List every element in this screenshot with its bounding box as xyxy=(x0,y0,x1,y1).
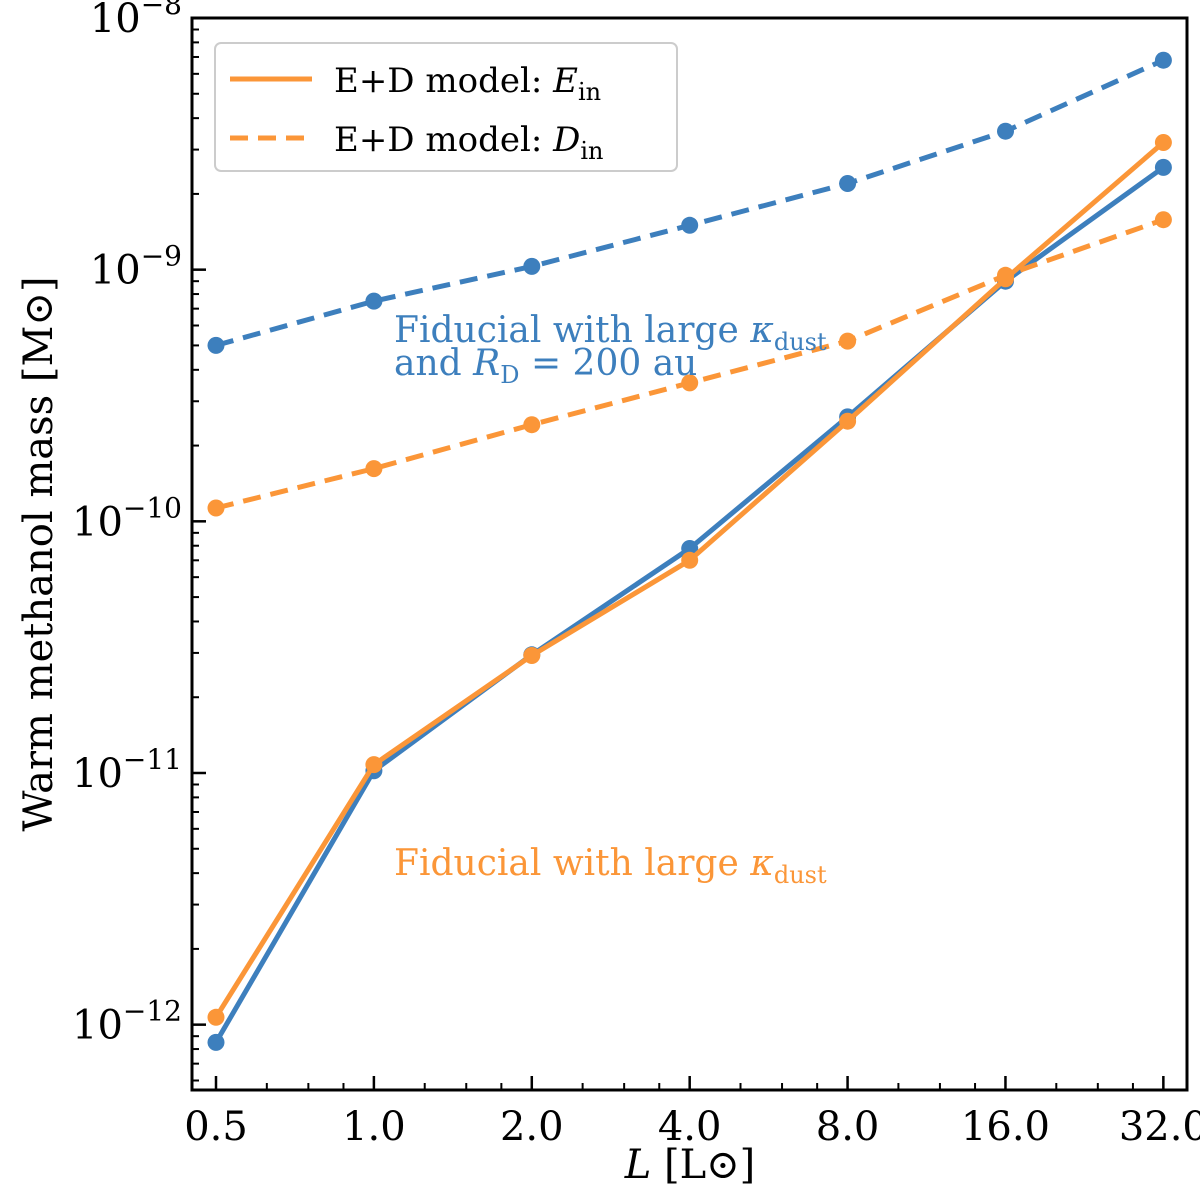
series-2-point-4 xyxy=(839,175,857,192)
series-2-point-2 xyxy=(523,257,541,275)
series-1-point-2 xyxy=(523,647,541,664)
x-ticks: 0.5 1.0 2.0 4.0 8.0 16.0 32.0 xyxy=(184,1076,1200,1150)
y-tick-label-0: 10−12 xyxy=(72,995,182,1049)
annotation-orange-line1: Fiducial with large κdust xyxy=(394,843,827,889)
series-3-point-3 xyxy=(681,374,699,392)
y-axis-label: Warm methanol mass [M⊙] xyxy=(16,276,62,831)
series-1-point-0 xyxy=(207,1008,225,1026)
series-2-point-3 xyxy=(681,216,699,234)
y-tick-label-1: 10−11 xyxy=(72,743,182,797)
series-2-point-5 xyxy=(997,122,1014,140)
series-3-point-1 xyxy=(365,460,383,478)
y-tick-label-2: 10−10 xyxy=(72,491,182,545)
annotation-blue-line1: Fiducial with large κdust xyxy=(394,310,827,356)
series-1-point-1 xyxy=(365,756,383,774)
series-1-line xyxy=(213,140,1166,1019)
annotation-orange: Fiducial with large κdust xyxy=(394,843,827,889)
series-0-line xyxy=(213,165,1165,1044)
x-tick-label-1: 1.0 xyxy=(342,1104,406,1150)
series-2-point-1 xyxy=(365,292,383,310)
legend: E+D model: Ein E+D model: Din xyxy=(214,42,678,172)
series-3-point-0 xyxy=(207,499,225,517)
y-tick-label-3: 10−9 xyxy=(90,240,182,294)
series-0-point-3 xyxy=(681,540,699,557)
annotation-blue: Fiducial with large κdust and RD = 200 a… xyxy=(394,310,827,389)
series-1-point-3 xyxy=(681,551,699,569)
series-1-point-6 xyxy=(1154,134,1172,151)
series-3-point-4 xyxy=(839,332,857,350)
series-1-point-4 xyxy=(839,412,857,430)
legend-entry-1: E+D model: Din xyxy=(334,120,604,165)
series-3-point-2 xyxy=(523,416,541,434)
x-tick-label-2: 2.0 xyxy=(500,1104,564,1150)
series-2-point-0 xyxy=(207,336,225,354)
series-0-point-6 xyxy=(1154,158,1172,176)
legend-entry-0: E+D model: Ein xyxy=(334,61,601,106)
series-2-point-6 xyxy=(1154,51,1172,69)
legend-box xyxy=(214,42,678,172)
y-ticks: 10−12 10−11 10−10 10−9 10−8 xyxy=(72,0,206,1082)
y-tick-label-4: 10−8 xyxy=(90,0,182,42)
series-0-point-0 xyxy=(207,1033,225,1051)
series-layer xyxy=(207,51,1172,1051)
x-axis-label: L [L⊙] xyxy=(624,1142,756,1188)
x-tick-label-6: 32.0 xyxy=(1119,1104,1200,1150)
x-tick-label-0: 0.5 xyxy=(184,1104,248,1150)
series-3-point-6 xyxy=(1154,211,1172,229)
x-tick-label-3: 4.0 xyxy=(658,1104,722,1150)
x-tick-label-4: 8.0 xyxy=(816,1104,880,1150)
annotation-blue-line2: and RD = 200 au xyxy=(394,343,697,389)
x-tick-label-5: 16.0 xyxy=(961,1104,1050,1150)
series-3-point-5 xyxy=(997,266,1014,284)
